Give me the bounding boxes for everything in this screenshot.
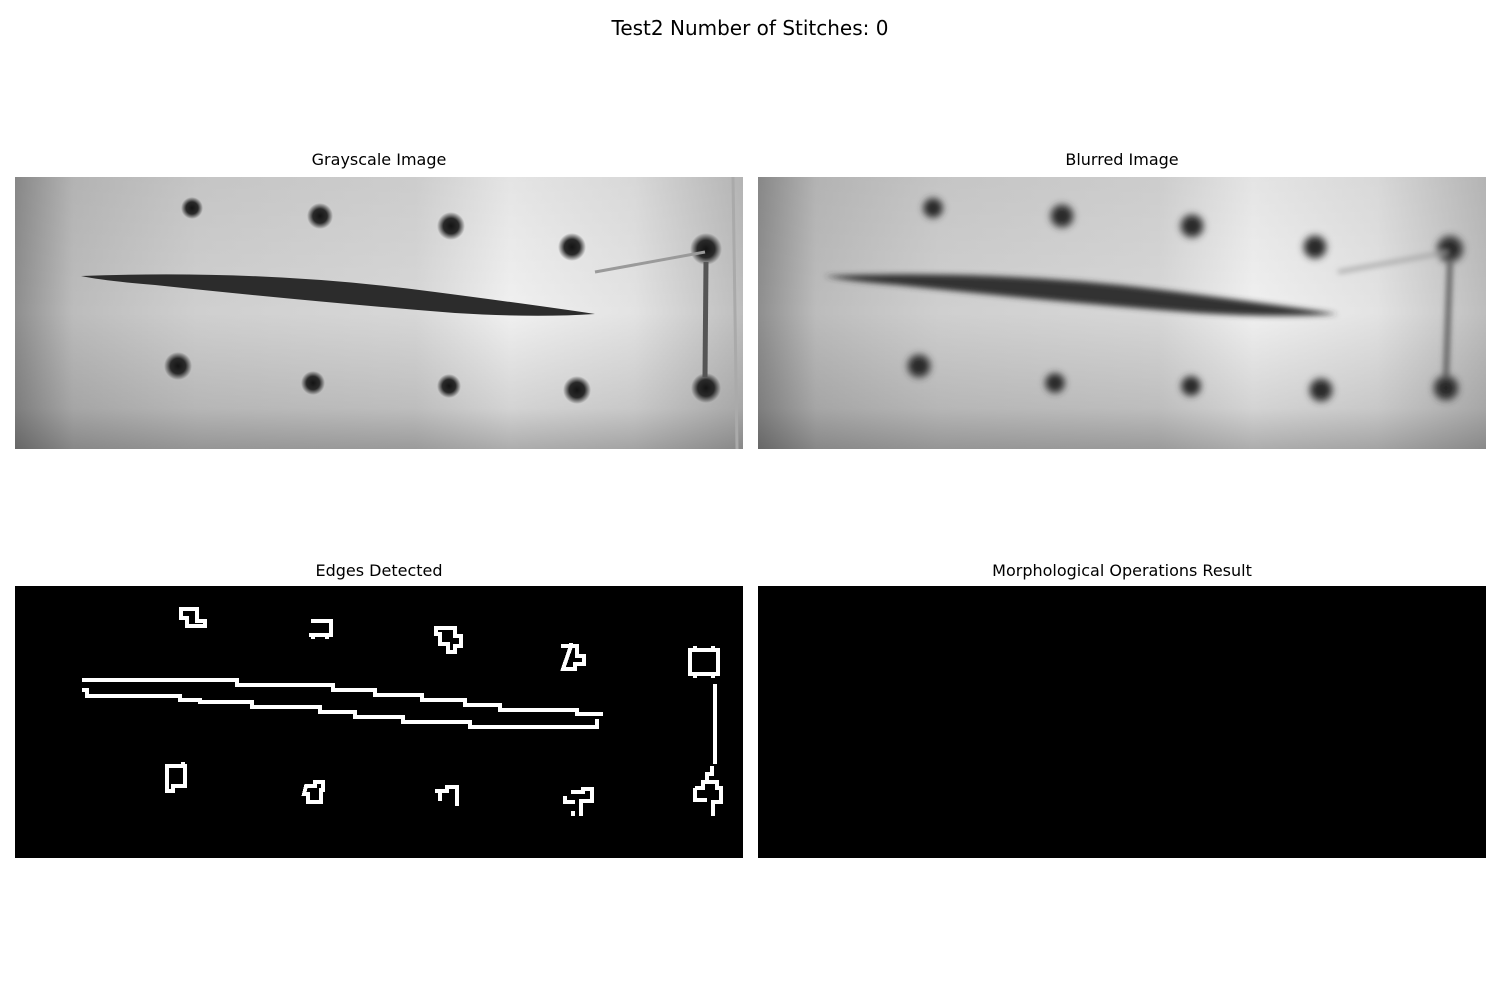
grayscale-title: Grayscale Image: [311, 150, 447, 169]
grayscale-image-canvas: [15, 177, 743, 449]
edges-image: [15, 586, 743, 858]
morph-title: Morphological Operations Result: [992, 561, 1252, 580]
edges-title: Edges Detected: [315, 561, 443, 580]
blurred-image-canvas: [758, 177, 1486, 449]
blurred-image: [758, 177, 1486, 449]
figure-suptitle: Test2 Number of Stitches: 0: [611, 16, 889, 40]
morph-result-image: [758, 586, 1486, 858]
edges-image-canvas: [15, 586, 743, 858]
blurred-title: Blurred Image: [1065, 150, 1179, 169]
grayscale-image: [15, 177, 743, 449]
